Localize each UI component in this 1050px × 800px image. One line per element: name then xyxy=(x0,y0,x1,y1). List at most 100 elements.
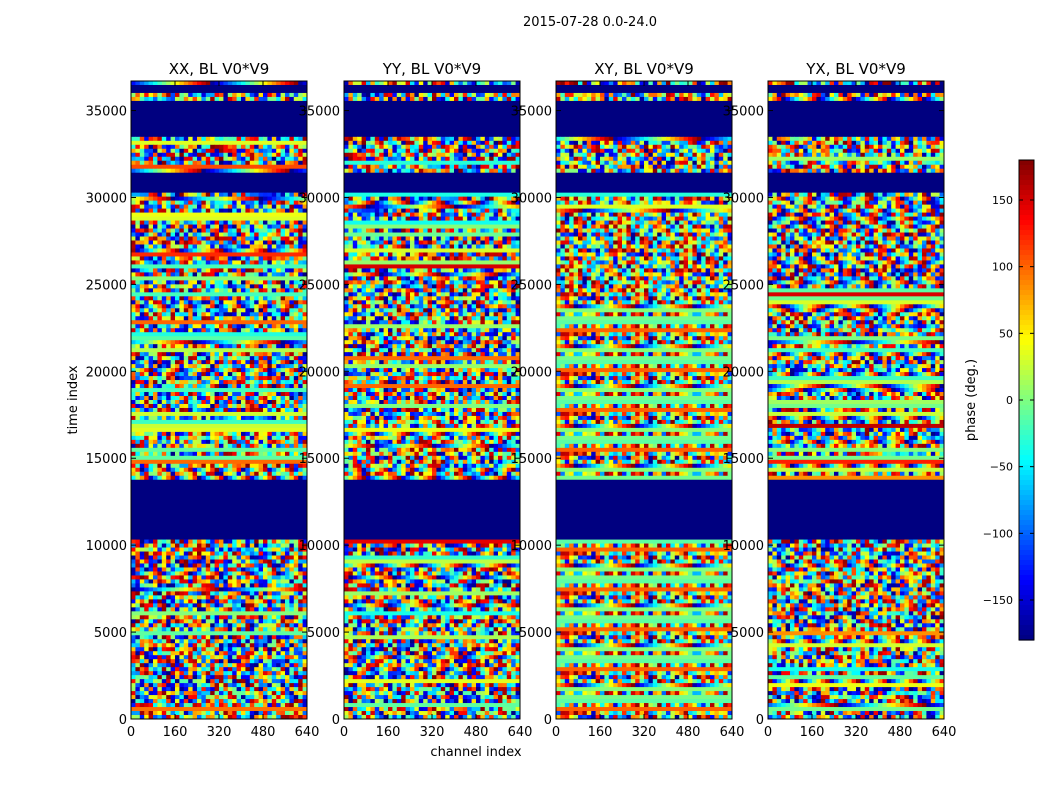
y-tick-label: 0 xyxy=(332,713,340,728)
colorbar-step xyxy=(1019,565,1034,571)
y-axis-label: time index xyxy=(66,365,81,434)
y-tick-label: 5000 xyxy=(519,626,552,641)
colorbar-step xyxy=(1019,305,1034,311)
x-tick-label: 640 xyxy=(508,725,533,740)
colorbar-step xyxy=(1019,365,1034,371)
colorbar-step xyxy=(1019,485,1034,491)
colorbar-step xyxy=(1019,345,1034,351)
y-tick-label: 0 xyxy=(756,713,764,728)
colorbar-step xyxy=(1019,245,1034,251)
colorbar-step xyxy=(1019,460,1034,466)
colorbar-step xyxy=(1019,480,1034,486)
y-tick-label: 35000 xyxy=(299,105,340,120)
colorbar-step xyxy=(1019,425,1034,431)
colorbar-step xyxy=(1019,635,1034,641)
colorbar-step xyxy=(1019,450,1034,456)
x-tick-label: 480 xyxy=(251,725,276,740)
x-tick-label: 160 xyxy=(588,725,613,740)
y-tick-label: 20000 xyxy=(299,365,340,380)
phase-heatmap-3 xyxy=(556,81,732,719)
colorbar-step xyxy=(1019,470,1034,476)
x-tick-label: 0 xyxy=(127,725,135,740)
x-tick-label: 0 xyxy=(552,725,560,740)
colorbar-step xyxy=(1019,585,1034,591)
panel-3: XY, BL V0*V9 0 160 320 480 640 0 5000 10000 15000… xyxy=(511,60,745,740)
y-tick-label: 25000 xyxy=(86,278,127,293)
y-tick-label: 15000 xyxy=(723,452,764,467)
panel-title: YX, BL V0*V9 xyxy=(805,60,906,78)
colorbar-step xyxy=(1019,210,1034,216)
colorbar-step xyxy=(1019,440,1034,446)
colorbar-step xyxy=(1019,385,1034,391)
colorbar-step xyxy=(1019,520,1034,526)
x-tick-label: 480 xyxy=(464,725,489,740)
colorbar-step xyxy=(1019,255,1034,261)
colorbar-step xyxy=(1019,265,1034,271)
colorbar-step xyxy=(1019,395,1034,401)
colorbar-step xyxy=(1019,270,1034,276)
colorbar-step xyxy=(1019,240,1034,246)
colorbar-step xyxy=(1019,320,1034,326)
colorbar-step xyxy=(1019,300,1034,306)
x-tick-label: 320 xyxy=(207,725,232,740)
colorbar-step xyxy=(1019,180,1034,186)
colorbar-step xyxy=(1019,260,1034,266)
colorbar-step xyxy=(1019,195,1034,201)
y-tick-label: 30000 xyxy=(511,191,552,206)
colorbar-step xyxy=(1019,165,1034,171)
x-tick-label: 640 xyxy=(295,725,320,740)
phase-heatmap-1 xyxy=(131,81,307,719)
y-tick-label: 5000 xyxy=(307,626,340,641)
colorbar-step xyxy=(1019,310,1034,316)
panel-2: YY, BL V0*V9 0 160 320 480 640 0 5000 10000 15000… xyxy=(299,60,533,740)
y-tick-label: 0 xyxy=(544,713,552,728)
colorbar-step xyxy=(1019,285,1034,291)
y-tick-label: 30000 xyxy=(86,191,127,206)
x-tick-label: 0 xyxy=(340,725,348,740)
colorbar-step xyxy=(1019,550,1034,556)
colorbar-step xyxy=(1019,215,1034,221)
colorbar-step xyxy=(1019,410,1034,416)
x-tick-label: 160 xyxy=(800,725,825,740)
colorbar-step xyxy=(1019,560,1034,566)
y-tick-label: 15000 xyxy=(299,452,340,467)
x-tick-label: 320 xyxy=(844,725,869,740)
x-tick-label: 320 xyxy=(632,725,657,740)
panel-title: XX, BL V0*V9 xyxy=(169,60,270,78)
colorbar-step xyxy=(1019,315,1034,321)
colorbar-tick-label: −100 xyxy=(983,527,1013,540)
y-tick-label: 25000 xyxy=(723,278,764,293)
colorbar-step xyxy=(1019,580,1034,586)
y-tick-label: 15000 xyxy=(86,452,127,467)
x-tick-label: 640 xyxy=(720,725,745,740)
y-tick-label: 10000 xyxy=(723,539,764,554)
colorbar-step xyxy=(1019,205,1034,211)
colorbar-step xyxy=(1019,540,1034,546)
y-tick-label: 20000 xyxy=(511,365,552,380)
colorbar-step xyxy=(1019,435,1034,441)
colorbar-step xyxy=(1019,570,1034,576)
y-tick-label: 35000 xyxy=(511,105,552,120)
x-tick-label: 160 xyxy=(376,725,401,740)
x-tick-label: 160 xyxy=(163,725,188,740)
colorbar-step xyxy=(1019,490,1034,496)
colorbar-step xyxy=(1019,530,1034,536)
panel-title: YY, BL V0*V9 xyxy=(382,60,481,78)
colorbar-step xyxy=(1019,495,1034,501)
y-tick-label: 15000 xyxy=(511,452,552,467)
y-tick-label: 10000 xyxy=(86,539,127,554)
colorbar-step xyxy=(1019,535,1034,541)
colorbar-step xyxy=(1019,380,1034,386)
colorbar-step xyxy=(1019,175,1034,181)
colorbar-step xyxy=(1019,220,1034,226)
colorbar-step xyxy=(1019,500,1034,506)
y-tick-label: 0 xyxy=(119,713,127,728)
colorbar-tick-label: 100 xyxy=(992,261,1013,274)
colorbar-tick-label: −50 xyxy=(990,461,1013,474)
colorbar-step xyxy=(1019,390,1034,396)
colorbar-step xyxy=(1019,595,1034,601)
colorbar-step xyxy=(1019,430,1034,436)
colorbar-step xyxy=(1019,230,1034,236)
colorbar-step xyxy=(1019,575,1034,581)
